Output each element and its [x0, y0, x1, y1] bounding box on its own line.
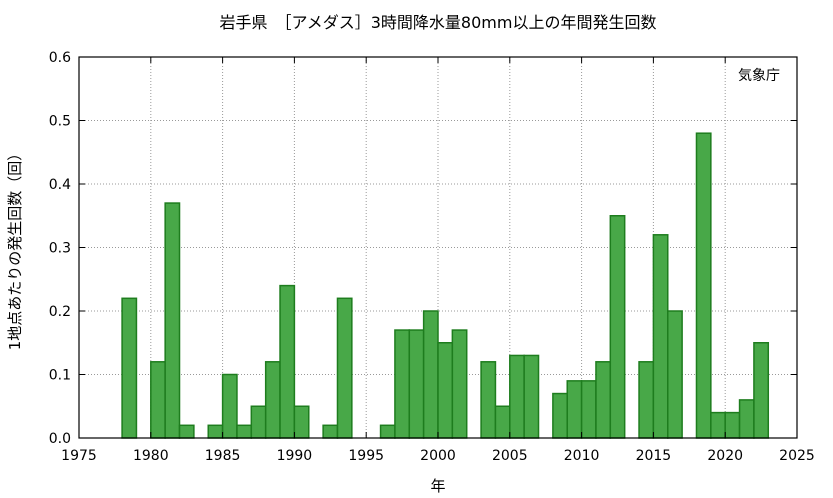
y-axis-label: 1地点あたりの発生回数（回）	[6, 146, 24, 351]
x-tick-label: 2000	[420, 448, 456, 464]
bar-2020	[724, 411, 741, 439]
y-tick-label: 0.2	[49, 304, 71, 320]
y-axis-ticks: 0.0 0.1 0.2 0.3 0.4 0.5 0.6	[49, 50, 797, 447]
bar-2019	[710, 411, 726, 439]
x-tick-label: 1985	[205, 448, 241, 464]
x-tick-label: 1975	[61, 448, 97, 464]
x-tick-label: 2025	[779, 448, 815, 464]
bars	[121, 132, 770, 439]
bar-1993	[336, 297, 353, 439]
bar-2022	[753, 342, 770, 439]
bar-2009	[566, 380, 583, 439]
bar-2011	[595, 361, 612, 439]
bar-2001	[451, 329, 468, 439]
bar-2015	[652, 234, 669, 439]
x-axis-ticks: 1975 1980 1985 1990 1995 2000 2005 2010 2015 2020…	[61, 57, 815, 464]
bar-1984	[207, 424, 224, 439]
bar-2018	[695, 132, 712, 439]
x-tick-label: 1995	[348, 448, 384, 464]
y-tick-label: 0.5	[49, 114, 71, 130]
bar-1997	[394, 329, 411, 439]
x-tick-label: 2015	[636, 448, 672, 464]
bar-2021	[738, 399, 755, 439]
bar-1982	[178, 424, 195, 439]
source-annotation: 気象庁	[738, 68, 780, 84]
x-tick-label: 2010	[564, 448, 600, 464]
y-tick-label: 0.6	[49, 50, 71, 66]
bar-1978	[121, 297, 138, 439]
bar-1981	[164, 202, 181, 439]
bar-1998	[408, 329, 425, 439]
x-tick-label: 1990	[277, 448, 313, 464]
y-tick-label: 0.1	[49, 368, 71, 384]
bar-1988	[264, 361, 281, 439]
bar-2004	[494, 405, 511, 439]
bar-1999	[422, 310, 439, 439]
y-tick-label: 0.3	[49, 241, 71, 257]
y-tick-label: 0.0	[49, 431, 71, 447]
grid-lines	[79, 57, 797, 438]
bar-2000	[437, 342, 454, 439]
x-tick-label: 2020	[707, 448, 743, 464]
bar-2010	[580, 380, 597, 439]
x-tick-label: 1980	[133, 448, 169, 464]
y-tick-label: 0.4	[49, 177, 71, 193]
bar-1980	[150, 361, 166, 439]
bar-1992	[322, 424, 339, 439]
bar-2014	[638, 361, 655, 439]
x-axis-label: 年	[430, 477, 445, 495]
bar-2003	[480, 361, 497, 439]
bar-2008	[552, 392, 568, 439]
bar-1989	[279, 284, 296, 439]
bar-2006	[523, 354, 540, 439]
bar-1985	[221, 373, 238, 439]
bar-2005	[509, 354, 525, 439]
bar-2012	[609, 215, 626, 439]
chart-title: 岩手県 ［アメダス］3時間降水量80mm以上の年間発生回数	[220, 13, 657, 32]
bar-1996	[379, 424, 396, 439]
x-tick-label: 2005	[492, 448, 528, 464]
bar-1986	[236, 424, 253, 439]
bar-2016	[667, 310, 683, 439]
bar-1990	[293, 405, 310, 439]
bar-1987	[250, 405, 267, 439]
